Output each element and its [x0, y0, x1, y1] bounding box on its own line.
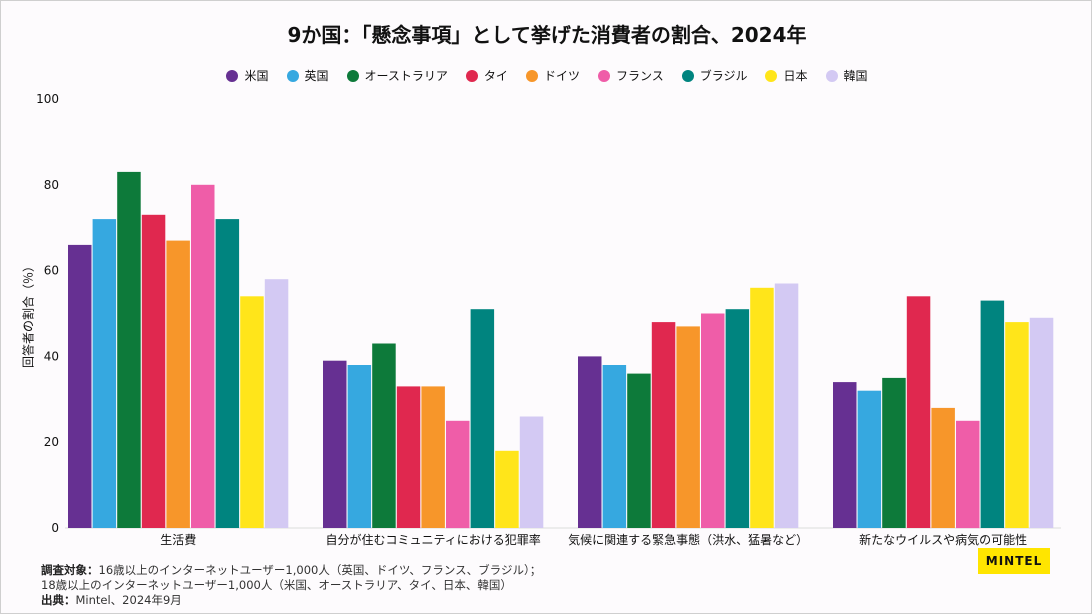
legend-item: ドイツ [525, 67, 580, 84]
legend-swatch [226, 69, 239, 82]
bar [141, 214, 166, 529]
x-category-label: 新たなウイルスや病気の可能性 [859, 532, 1027, 547]
bar [519, 416, 544, 528]
legend-label: ドイツ [543, 69, 580, 83]
bar [882, 377, 906, 528]
bar [750, 287, 774, 528]
legend-item: フランス [597, 67, 664, 84]
legend-swatch [286, 69, 299, 82]
legend-swatch [825, 69, 838, 82]
y-tick-label: 40 [44, 349, 59, 363]
bar [117, 171, 141, 528]
footnote-line-3: 出典：Mintel、2024年9月 [41, 593, 541, 608]
legend-label: 米国 [244, 69, 269, 83]
legend-label: フランス [615, 69, 664, 83]
legend-swatch [597, 69, 610, 82]
footnote: 調査対象：16歳以上のインターネットユーザー1,000人（英国、ドイツ、フランス… [41, 563, 541, 608]
y-tick-label: 0 [51, 521, 59, 535]
bar [215, 219, 240, 528]
bar [421, 386, 445, 528]
bar [495, 450, 519, 528]
y-tick-label: 60 [44, 264, 59, 278]
y-axis-label: 回答者の割合（％） [21, 259, 36, 369]
bar [191, 184, 215, 529]
y-tick-label: 80 [44, 178, 59, 192]
y-tick-label: 100 [36, 92, 59, 106]
x-category-label: 自分が住むコミュニティにおける犯罪率 [325, 532, 540, 547]
bar [264, 279, 289, 528]
legend-label: ブラジル [699, 69, 748, 83]
bar [68, 244, 92, 528]
bar [701, 313, 725, 528]
bar [92, 219, 117, 528]
mintel-logo: MINTEL [978, 548, 1050, 574]
legend-label: タイ [483, 69, 508, 83]
bar [470, 309, 495, 528]
legend-swatch [465, 69, 478, 82]
x-category-label: 生活費 [160, 532, 196, 547]
bar [240, 296, 264, 528]
legend-swatch [681, 69, 694, 82]
bar [833, 382, 857, 528]
legend-item: 韓国 [825, 67, 868, 84]
legend-item: タイ [465, 67, 508, 84]
bar [166, 240, 190, 528]
bar [857, 390, 882, 528]
legend-swatch [765, 69, 778, 82]
legend-item: 米国 [226, 67, 269, 84]
bar [906, 296, 931, 528]
bar [725, 309, 750, 528]
legend-swatch [525, 69, 538, 82]
bar [578, 356, 602, 528]
bar [627, 373, 651, 528]
legend-item: 英国 [286, 67, 329, 84]
bar [347, 365, 372, 528]
footnote-label-survey: 調査対象： [41, 563, 99, 577]
legend-label: オーストラリア [364, 69, 448, 83]
bar [323, 360, 347, 528]
x-category-label: 気候に関連する緊急事態（洪水、猛暑など） [568, 532, 808, 547]
footnote-text-1: 16歳以上のインターネットユーザー1,000人（英国、ドイツ、フランス、ブラジル… [98, 563, 542, 577]
bar [1029, 317, 1054, 528]
bar [396, 386, 421, 528]
y-tick-label: 20 [44, 435, 59, 449]
legend-item: 日本 [765, 67, 808, 84]
bar [1005, 322, 1029, 528]
legend-item: ブラジル [681, 67, 748, 84]
legend-label: 日本 [783, 69, 808, 83]
bar [372, 343, 396, 528]
legend: 米国 英国 オーストラリア タイ ドイツ フランス ブラジル 日本 韓国 [1, 67, 1092, 84]
footnote-line-2: 18歳以上のインターネットユーザー1,000人（米国、オーストラリア、タイ、日本… [41, 578, 512, 592]
bar [931, 407, 955, 528]
bar [446, 420, 470, 529]
bar [980, 300, 1005, 528]
legend-swatch [346, 69, 359, 82]
bar [602, 365, 627, 528]
footnote-text-3: Mintel、2024年9月 [75, 593, 182, 607]
bar [676, 326, 700, 528]
bar [956, 420, 980, 529]
legend-label: 英国 [304, 69, 329, 83]
bar [774, 283, 799, 528]
chart-title: 9か国：「懸念事項」として挙げた消費者の割合、2024年 [287, 23, 807, 47]
footnote-label-source: 出典： [41, 593, 76, 607]
footnote-line-1: 調査対象：16歳以上のインターネットユーザー1,000人（英国、ドイツ、フランス… [41, 563, 541, 578]
legend-item: オーストラリア [346, 67, 448, 84]
bar [651, 322, 676, 528]
legend-label: 韓国 [843, 69, 868, 83]
